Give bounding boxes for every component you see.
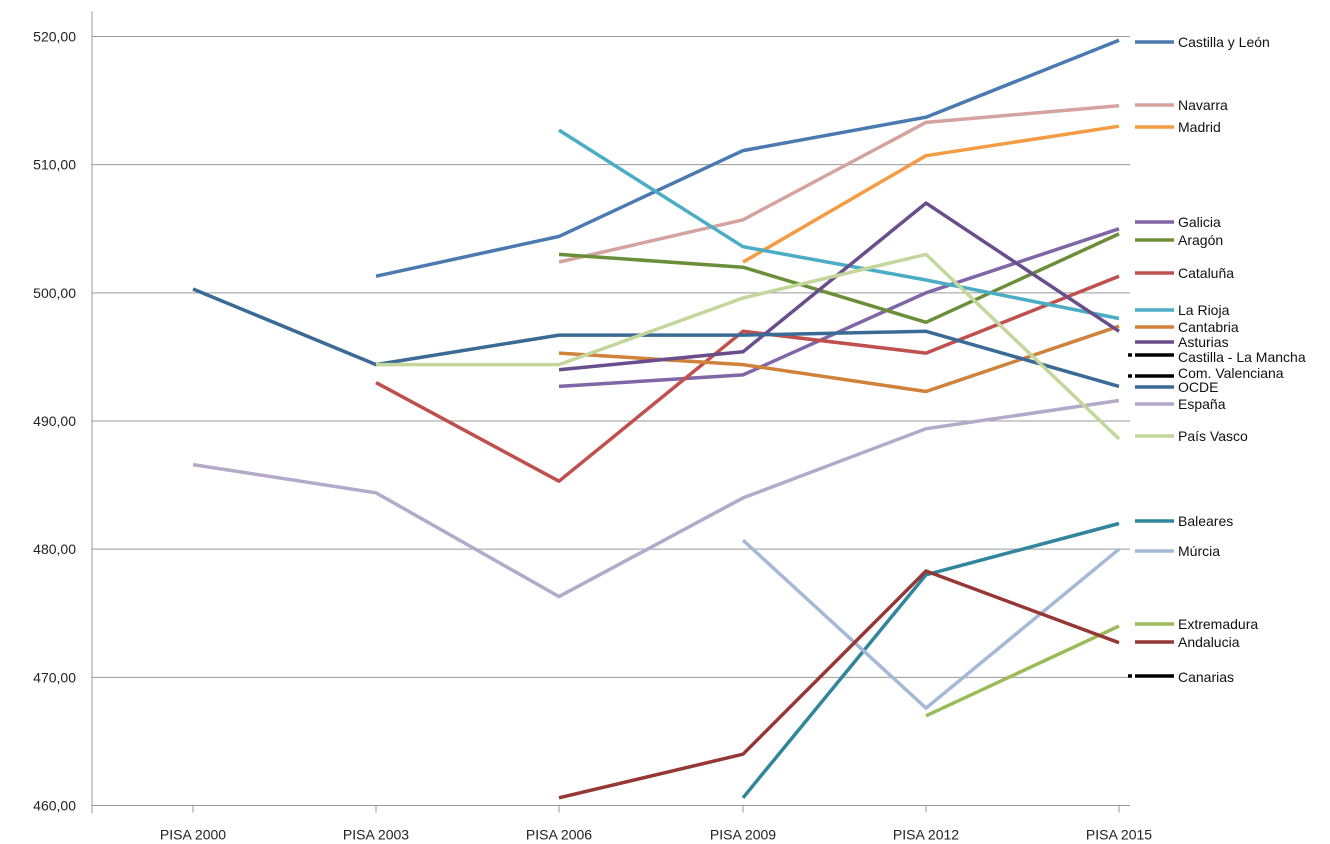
legend-label-la-rioja: La Rioja [1178, 302, 1230, 318]
legend-label-pais-vasco: País Vasco [1178, 428, 1248, 444]
series-line-aragon [558, 232, 1120, 325]
series-line-la-rioja [558, 128, 1120, 321]
legend-label-baleares: Baleares [1178, 513, 1233, 529]
legend-label-extremadura: Extremadura [1178, 616, 1258, 632]
y-tick-label: 510,00 [33, 157, 76, 173]
x-tick-label: PISA 2006 [526, 827, 592, 843]
x-tick-label: PISA 2015 [1086, 827, 1152, 843]
legend-label-madrid: Madrid [1178, 119, 1221, 135]
series-line-murcia [741, 538, 1121, 710]
series-line-andalucia [558, 569, 1120, 800]
legend-label-andalucia: Andalucia [1178, 634, 1240, 650]
legend-label-cantabria: Cantabria [1178, 319, 1239, 335]
legend-label-cataluna: Cataluña [1178, 265, 1234, 281]
series-line-madrid [742, 124, 1120, 264]
x-tick-label: PISA 2009 [710, 827, 776, 843]
series-line-baleares [741, 521, 1120, 799]
x-tick-label: PISA 2003 [343, 827, 409, 843]
legend-label-castilla-la-mancha: Castilla - La Mancha [1178, 349, 1306, 365]
x-tick-label: PISA 2000 [160, 827, 226, 843]
legend-label-canarias: Canarias [1178, 669, 1234, 685]
y-tick-label: 500,00 [33, 285, 76, 301]
y-tick-label: 470,00 [33, 669, 76, 685]
legend-label-murcia: Múrcia [1178, 543, 1220, 559]
legend-label-navarra: Navarra [1178, 97, 1228, 113]
series-line-espana [192, 398, 1120, 599]
legend-label-espana: España [1178, 396, 1226, 412]
legend-label-asturias: Asturias [1178, 334, 1229, 350]
series-line-cataluna [375, 274, 1120, 483]
series-line-navarra [558, 103, 1120, 264]
x-tick-label: PISA 2012 [893, 827, 959, 843]
y-tick-label: 460,00 [33, 798, 76, 814]
legend-label-ocde: OCDE [1178, 379, 1218, 395]
y-tick-label: 490,00 [33, 413, 76, 429]
series-line-castilla-y-leon [375, 38, 1120, 278]
legend-label-castilla-y-leon: Castilla y León [1178, 34, 1270, 50]
series-line-asturias [558, 201, 1120, 372]
axes: 460,00 470,00 480,00 490,00 500,00 510,00 520,… [33, 11, 1152, 843]
y-tick-label: 480,00 [33, 541, 76, 557]
legend-label-aragon: Aragón [1178, 232, 1223, 248]
legend: Castilla y León Navarra Madrid Galicia Aragó… [1128, 34, 1306, 685]
series-line-pais-vasco [376, 252, 1121, 441]
series-line-extremadura [925, 624, 1120, 718]
y-tick-label: 520,00 [33, 29, 76, 45]
series-line-ocde [192, 287, 1120, 389]
legend-label-com-valenciana: Com. Valenciana [1178, 365, 1284, 381]
legend-label-galicia: Galicia [1178, 214, 1221, 230]
series-lines [192, 38, 1121, 800]
